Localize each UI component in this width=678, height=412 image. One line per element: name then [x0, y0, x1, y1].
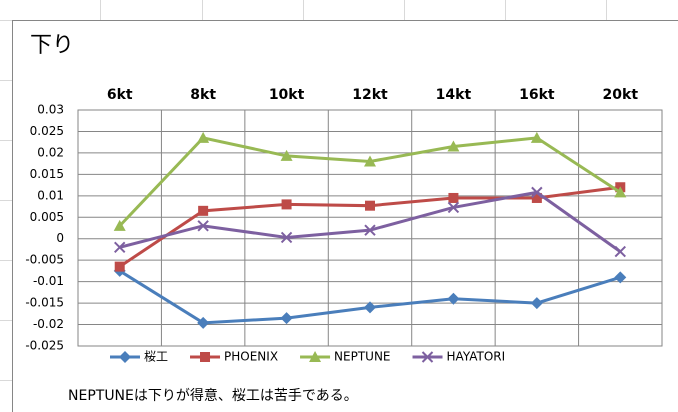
marker: [197, 131, 210, 143]
marker: [309, 351, 322, 362]
marker: [530, 131, 543, 143]
legend-label: PHOENIX: [224, 350, 278, 364]
marker: [448, 192, 459, 203]
marker: [280, 231, 293, 244]
marker: [280, 312, 293, 325]
marker: [531, 186, 543, 199]
y-tick-label: -0.025: [25, 339, 64, 353]
marker: [447, 292, 460, 305]
y-tick-label: -0.005: [25, 253, 64, 267]
marker: [197, 316, 210, 329]
marker: [365, 200, 375, 211]
y-tick-label: 0.01: [37, 188, 64, 202]
legend-label: 桜工: [144, 350, 168, 364]
marker: [197, 220, 209, 232]
chart-area: [12, 20, 678, 412]
marker: [200, 352, 211, 362]
legend-label: NEPTUNE: [334, 350, 390, 364]
marker: [421, 351, 434, 363]
marker: [614, 186, 627, 198]
x-tick-label: 8kt: [190, 87, 216, 103]
marker: [447, 140, 460, 152]
marker: [198, 205, 209, 216]
y-tick-label: -0.02: [33, 317, 64, 331]
marker: [364, 301, 376, 314]
series: [113, 131, 627, 231]
chart-title: 下り: [30, 33, 74, 58]
plot-area: [77, 109, 663, 347]
y-tick-label: 0: [56, 231, 64, 245]
marker: [113, 219, 126, 231]
marker: [114, 261, 125, 272]
marker: [614, 245, 626, 258]
marker: [119, 351, 131, 363]
marker: [114, 241, 126, 254]
marker: [614, 271, 627, 284]
marker: [280, 149, 293, 161]
x-tick-label: 14kt: [436, 87, 472, 103]
marker: [531, 192, 542, 203]
y-tick-label: 0.025: [30, 124, 64, 138]
y-tick-label: -0.015: [25, 296, 64, 310]
marker: [281, 199, 292, 210]
sheet-grid: [0, 0, 607, 381]
series: [114, 186, 626, 258]
x-tick-label: 6kt: [107, 87, 133, 103]
y-tick-label: -0.01: [33, 274, 64, 288]
y-tick-label: 0.03: [37, 103, 64, 117]
marker: [364, 155, 376, 167]
legend-label: HAYATORI: [447, 350, 506, 364]
marker: [447, 201, 460, 214]
marker: [530, 297, 543, 310]
annotation: NEPTUNEは下りが得意、桜工は苦手である。: [68, 387, 358, 404]
y-tick-label: 0.005: [30, 210, 64, 224]
x-tick-label: 10kt: [269, 87, 305, 103]
x-tick-label: 12kt: [352, 87, 388, 103]
x-tick-label: 16kt: [519, 87, 555, 103]
y-tick-label: 0.02: [37, 145, 64, 159]
x-tick-label: 20kt: [603, 87, 639, 103]
y-tick-label: 0.015: [30, 167, 64, 181]
marker: [364, 224, 376, 236]
